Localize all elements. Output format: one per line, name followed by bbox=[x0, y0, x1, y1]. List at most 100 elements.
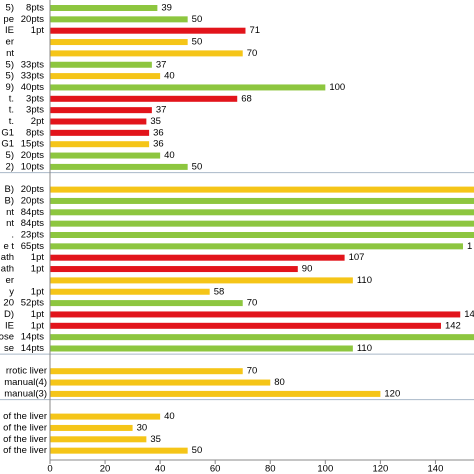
points-label: 1pt bbox=[31, 320, 45, 331]
points-label: 20pts bbox=[21, 184, 44, 195]
x-tick-label: 100 bbox=[317, 464, 333, 474]
bar bbox=[50, 300, 243, 307]
value-label: 107 bbox=[349, 252, 365, 263]
category-label: er bbox=[6, 275, 14, 286]
bar bbox=[50, 447, 188, 454]
bar bbox=[50, 39, 188, 46]
category-label: 20 bbox=[3, 298, 14, 309]
points-label: 20pts bbox=[21, 14, 44, 25]
value-label: 36 bbox=[153, 139, 164, 150]
points-label: 10pts bbox=[21, 161, 44, 172]
category-label: y bbox=[9, 286, 14, 297]
bar bbox=[50, 16, 188, 23]
bar bbox=[50, 254, 345, 261]
value-label: 40 bbox=[164, 411, 175, 422]
bar bbox=[50, 266, 298, 273]
points-label: 52pts bbox=[21, 298, 44, 309]
plot-area bbox=[50, 5, 474, 454]
value-label: 37 bbox=[156, 105, 167, 116]
category-label: of the liver bbox=[3, 434, 47, 445]
category-label: nt bbox=[6, 207, 14, 218]
category-label: B) bbox=[5, 195, 15, 206]
category-label: er bbox=[6, 37, 14, 48]
category-label: e t bbox=[3, 241, 14, 252]
x-tick-label: 140 bbox=[428, 464, 444, 474]
bar bbox=[50, 390, 381, 397]
points-label: 14pts bbox=[21, 332, 44, 343]
bar bbox=[50, 436, 147, 443]
bar bbox=[50, 413, 161, 420]
value-label: 1 bbox=[467, 241, 472, 252]
bar bbox=[50, 368, 243, 375]
value-label: 110 bbox=[357, 343, 372, 354]
category-label: 5) bbox=[6, 71, 14, 82]
value-label: 90 bbox=[302, 264, 313, 275]
value-label: 142 bbox=[445, 320, 461, 331]
points-label: 14pts bbox=[21, 343, 44, 354]
bar bbox=[50, 84, 326, 91]
bar bbox=[50, 197, 474, 204]
points-label: 20pts bbox=[21, 195, 44, 206]
category-label: ose bbox=[0, 332, 14, 343]
bar bbox=[50, 61, 152, 68]
category-label: rrotic liver bbox=[6, 366, 47, 377]
category-label: IE bbox=[5, 25, 14, 36]
category-label: . bbox=[11, 230, 14, 241]
value-label: 70 bbox=[247, 298, 258, 309]
category-label: ath bbox=[1, 252, 14, 263]
category-label: se bbox=[4, 343, 14, 354]
category-label: 2) bbox=[6, 161, 14, 172]
category-label: of the liver bbox=[3, 411, 47, 422]
bar bbox=[50, 73, 161, 80]
value-label: 71 bbox=[249, 25, 260, 36]
points-label: 15pts bbox=[21, 139, 44, 150]
bar bbox=[50, 50, 243, 57]
x-tick-label: 120 bbox=[372, 464, 388, 474]
bar bbox=[50, 107, 152, 114]
bar bbox=[50, 345, 353, 352]
category-label: 9) bbox=[6, 82, 14, 93]
value-label: 39 bbox=[161, 3, 172, 14]
bar bbox=[50, 152, 161, 159]
points-label: 84pts bbox=[21, 207, 44, 218]
category-label: of the liver bbox=[3, 445, 47, 456]
category-label: t. bbox=[9, 105, 14, 116]
value-label: 70 bbox=[247, 48, 258, 59]
category-label: B) bbox=[5, 184, 15, 195]
value-label: 68 bbox=[241, 93, 252, 104]
value-label: 110 bbox=[357, 275, 372, 286]
category-label: manual(4) bbox=[4, 377, 47, 388]
points-label: 65pts bbox=[21, 241, 44, 252]
bar bbox=[50, 220, 474, 227]
bar bbox=[50, 334, 474, 341]
category-label: of the liver bbox=[3, 422, 47, 433]
bar bbox=[50, 95, 238, 102]
category-label: nt bbox=[6, 218, 14, 229]
points-label: 3pts bbox=[26, 93, 44, 104]
bar bbox=[50, 232, 474, 238]
points-label: 3pts bbox=[26, 105, 44, 116]
points-label: 1pt bbox=[31, 309, 45, 320]
value-label: 40 bbox=[164, 71, 175, 82]
bar bbox=[50, 288, 210, 295]
points-label: 84pts bbox=[21, 218, 44, 229]
points-label: 2pt bbox=[31, 116, 45, 127]
category-label: D) bbox=[4, 309, 14, 320]
category-label: IE bbox=[5, 320, 14, 331]
bar bbox=[50, 129, 150, 136]
bar bbox=[50, 322, 441, 329]
value-label: 37 bbox=[156, 59, 167, 70]
value-label: 50 bbox=[192, 445, 203, 456]
category-label: G1 bbox=[1, 139, 14, 150]
value-label: 80 bbox=[274, 377, 285, 388]
bar bbox=[50, 424, 133, 431]
points-label: 40pts bbox=[21, 82, 44, 93]
points-label: 1pt bbox=[31, 252, 45, 263]
category-label: G1 bbox=[1, 127, 14, 138]
category-label: t. bbox=[9, 93, 14, 104]
points-label: 33pts bbox=[21, 71, 44, 82]
category-label: nt bbox=[6, 48, 14, 59]
bar bbox=[50, 141, 150, 148]
bar bbox=[50, 243, 463, 250]
